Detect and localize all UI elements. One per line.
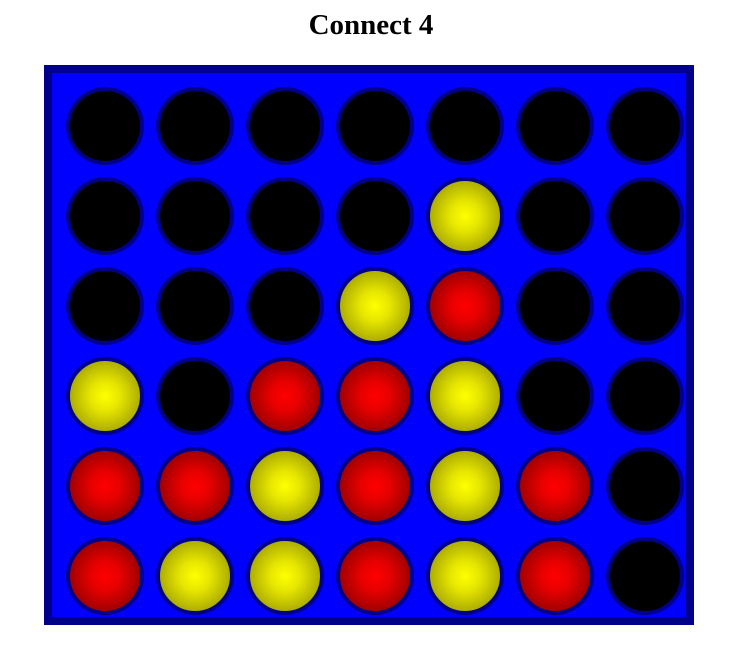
empty-slot bbox=[516, 177, 594, 255]
board-cell[interactable] bbox=[420, 351, 510, 441]
red-disc bbox=[516, 537, 594, 615]
red-disc bbox=[336, 357, 414, 435]
empty-slot bbox=[246, 267, 324, 345]
board-cell[interactable] bbox=[600, 531, 690, 621]
board-cell[interactable] bbox=[330, 441, 420, 531]
empty-slot bbox=[66, 267, 144, 345]
board-cell[interactable] bbox=[150, 441, 240, 531]
board-cell[interactable] bbox=[330, 81, 420, 171]
board-grid bbox=[60, 81, 690, 621]
board-cell[interactable] bbox=[600, 81, 690, 171]
board-cell[interactable] bbox=[330, 261, 420, 351]
board-cell[interactable] bbox=[60, 81, 150, 171]
board-cell[interactable] bbox=[510, 81, 600, 171]
yellow-disc bbox=[426, 447, 504, 525]
board-cell[interactable] bbox=[330, 531, 420, 621]
board-cell[interactable] bbox=[240, 81, 330, 171]
empty-slot bbox=[606, 177, 684, 255]
board-cell[interactable] bbox=[60, 261, 150, 351]
board-cell[interactable] bbox=[60, 351, 150, 441]
empty-slot bbox=[156, 177, 234, 255]
board-cell[interactable] bbox=[510, 351, 600, 441]
yellow-disc bbox=[426, 357, 504, 435]
board-cell[interactable] bbox=[150, 81, 240, 171]
board-cell[interactable] bbox=[150, 531, 240, 621]
board-cell[interactable] bbox=[150, 351, 240, 441]
empty-slot bbox=[156, 267, 234, 345]
empty-slot bbox=[516, 357, 594, 435]
board-cell[interactable] bbox=[600, 261, 690, 351]
yellow-disc bbox=[246, 537, 324, 615]
board-cell[interactable] bbox=[240, 351, 330, 441]
board-cell[interactable] bbox=[60, 531, 150, 621]
board-cell[interactable] bbox=[420, 261, 510, 351]
board-cell[interactable] bbox=[330, 351, 420, 441]
yellow-disc bbox=[426, 177, 504, 255]
empty-slot bbox=[606, 357, 684, 435]
board-cell[interactable] bbox=[420, 441, 510, 531]
board-cell[interactable] bbox=[330, 171, 420, 261]
board-cell[interactable] bbox=[510, 261, 600, 351]
board-cell[interactable] bbox=[240, 171, 330, 261]
empty-slot bbox=[66, 177, 144, 255]
empty-slot bbox=[606, 267, 684, 345]
game-board bbox=[44, 65, 694, 625]
board-cell[interactable] bbox=[240, 531, 330, 621]
red-disc bbox=[336, 537, 414, 615]
red-disc bbox=[516, 447, 594, 525]
empty-slot bbox=[246, 177, 324, 255]
board-cell[interactable] bbox=[240, 441, 330, 531]
red-disc bbox=[246, 357, 324, 435]
red-disc bbox=[336, 447, 414, 525]
empty-slot bbox=[336, 87, 414, 165]
page-title: Connect 4 bbox=[308, 9, 434, 41]
board-cell[interactable] bbox=[420, 81, 510, 171]
board-cell[interactable] bbox=[600, 351, 690, 441]
empty-slot bbox=[606, 537, 684, 615]
board-cell[interactable] bbox=[150, 261, 240, 351]
board-cell[interactable] bbox=[150, 171, 240, 261]
board-cell[interactable] bbox=[600, 171, 690, 261]
board-cell[interactable] bbox=[510, 171, 600, 261]
empty-slot bbox=[516, 267, 594, 345]
empty-slot bbox=[156, 87, 234, 165]
empty-slot bbox=[606, 87, 684, 165]
empty-slot bbox=[66, 87, 144, 165]
yellow-disc bbox=[66, 357, 144, 435]
yellow-disc bbox=[426, 537, 504, 615]
board-cell[interactable] bbox=[420, 171, 510, 261]
board-cell[interactable] bbox=[240, 261, 330, 351]
empty-slot bbox=[516, 87, 594, 165]
empty-slot bbox=[156, 357, 234, 435]
red-disc bbox=[66, 537, 144, 615]
board-cell[interactable] bbox=[60, 441, 150, 531]
yellow-disc bbox=[336, 267, 414, 345]
yellow-disc bbox=[156, 537, 234, 615]
empty-slot bbox=[606, 447, 684, 525]
red-disc bbox=[66, 447, 144, 525]
board-cell[interactable] bbox=[510, 441, 600, 531]
board-cell[interactable] bbox=[420, 531, 510, 621]
empty-slot bbox=[246, 87, 324, 165]
empty-slot bbox=[336, 177, 414, 255]
red-disc bbox=[426, 267, 504, 345]
empty-slot bbox=[426, 87, 504, 165]
red-disc bbox=[156, 447, 234, 525]
board-cell[interactable] bbox=[60, 171, 150, 261]
board-cell[interactable] bbox=[510, 531, 600, 621]
yellow-disc bbox=[246, 447, 324, 525]
board-cell[interactable] bbox=[600, 441, 690, 531]
